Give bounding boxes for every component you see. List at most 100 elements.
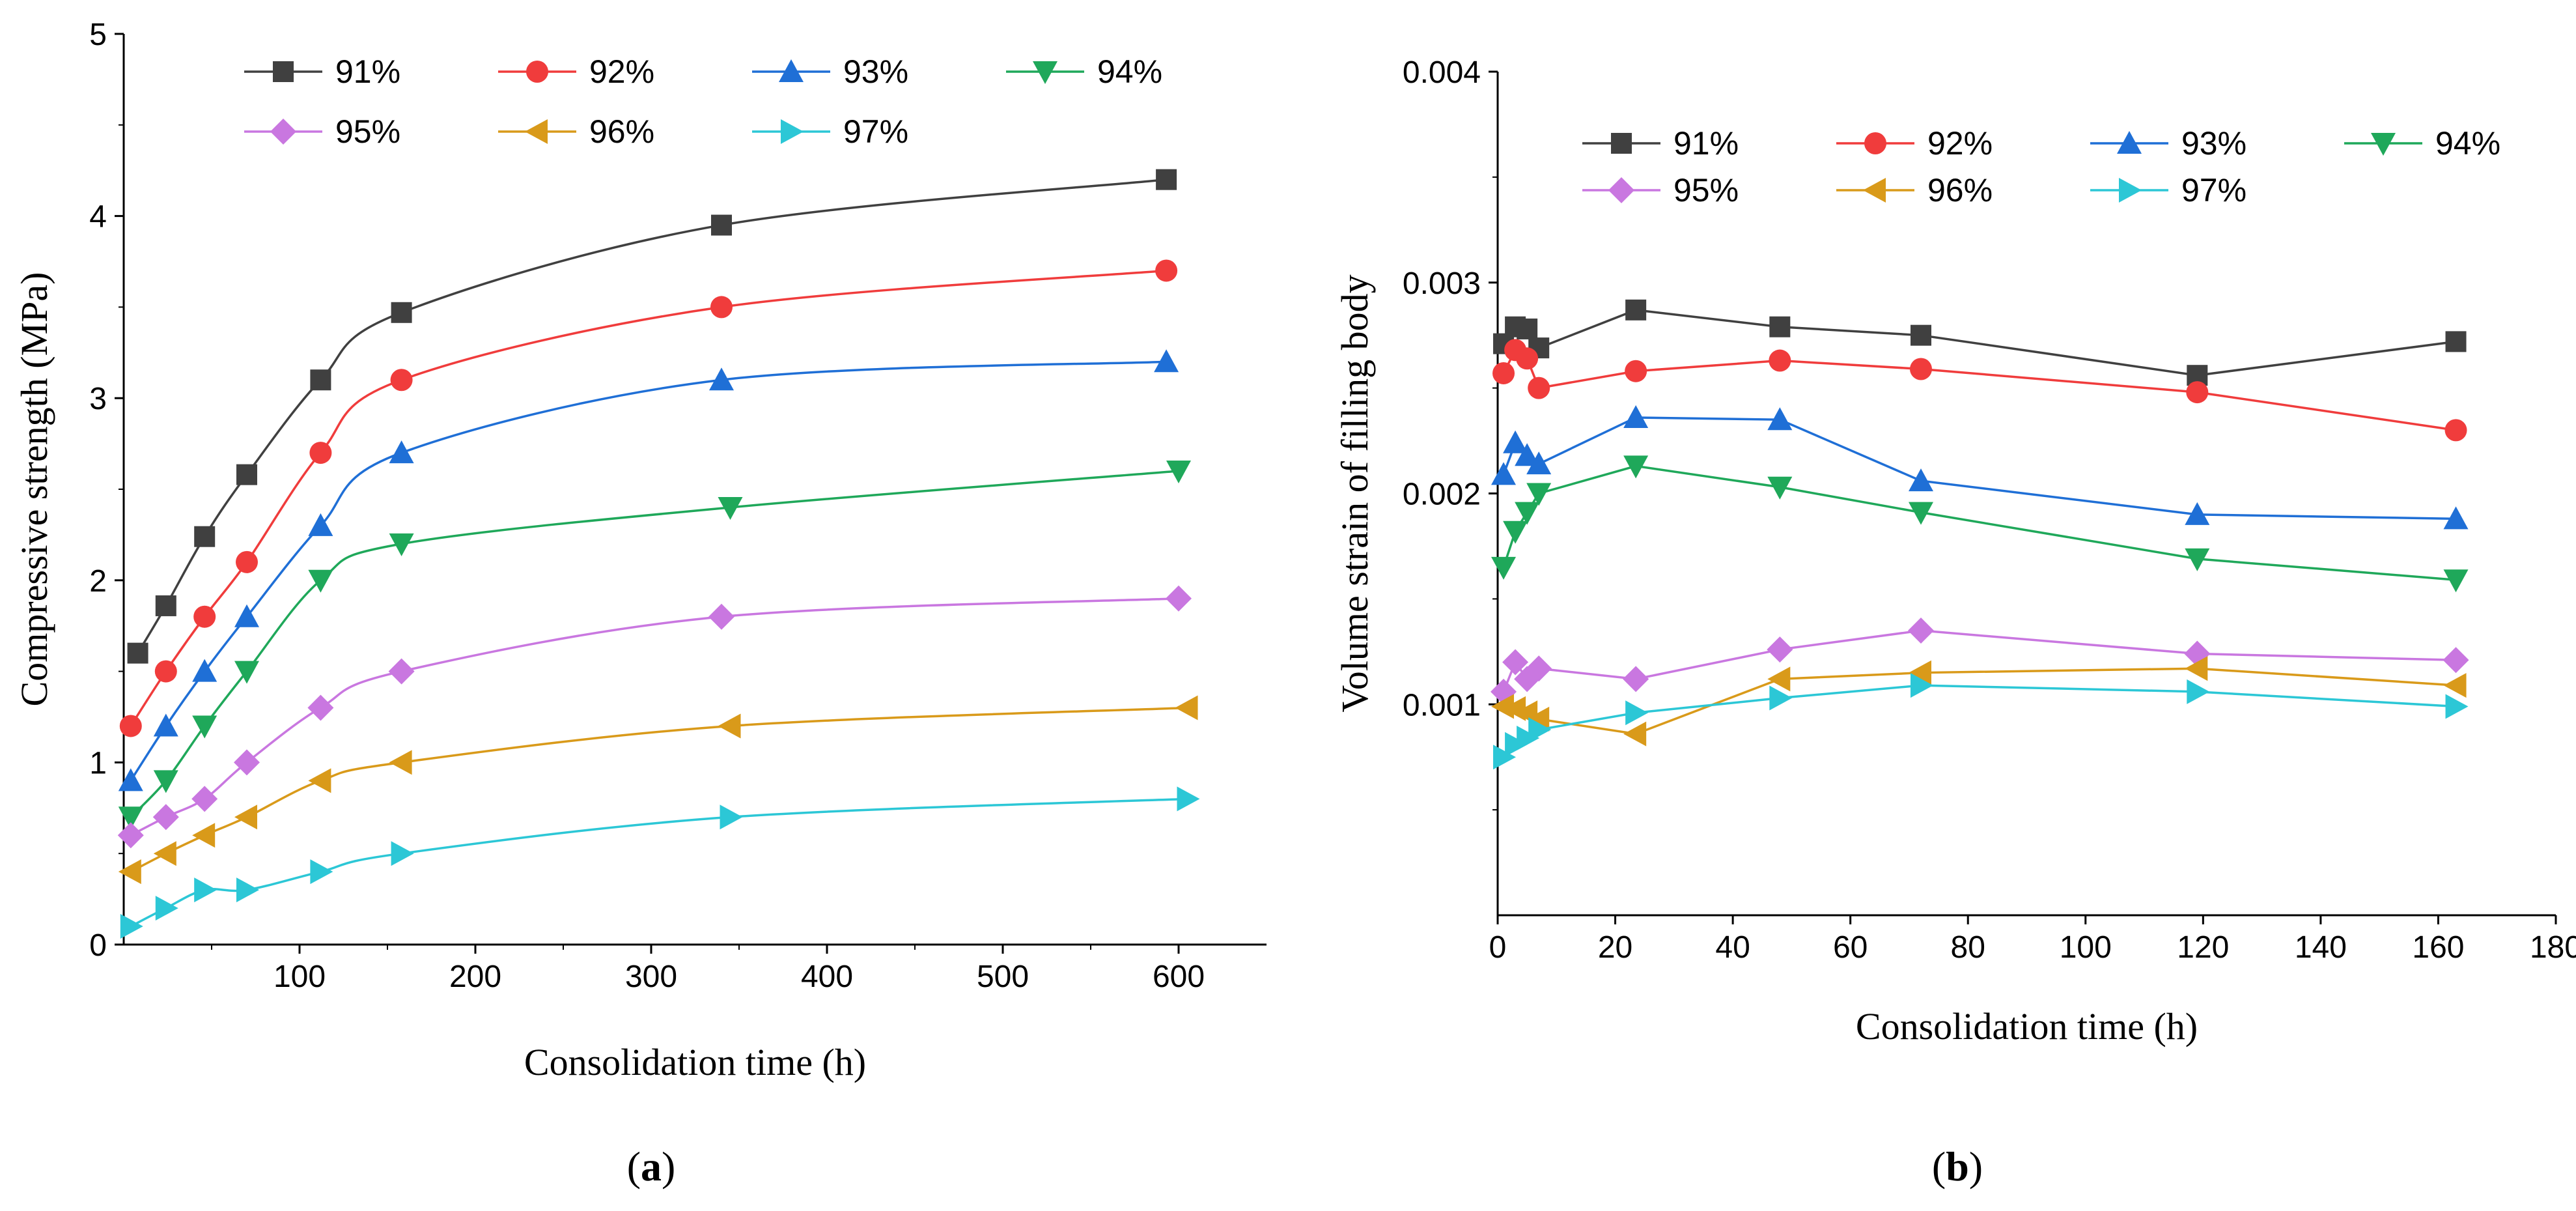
legend-item: 97% [752,113,908,150]
data-point [153,770,178,793]
legend-item: 91% [244,53,400,90]
legend-label: 95% [335,113,400,150]
data-point [194,877,217,903]
data-point [2445,694,2469,719]
data-point [1623,405,1649,428]
data-point [1526,706,1550,732]
data-point [1769,316,1791,337]
x-axis-label: Consolidation time (h) [524,1041,866,1083]
legend-item: 92% [498,53,654,90]
data-point [1623,666,1649,692]
series-92pct [1492,339,2467,442]
y-tick-label: 4 [89,200,107,235]
data-point [117,822,144,849]
data-point [391,841,414,866]
panel-caption-part: ( [1932,1143,1946,1190]
series-93pct [1491,405,2469,530]
legend-item: 93% [2090,125,2247,162]
series-96pct [1491,656,2467,747]
panel-caption: (b) [1932,1143,1983,1190]
data-point [310,369,331,391]
panel-caption-part: ) [662,1143,675,1190]
series-line [1502,684,2456,758]
data-point [1155,259,1178,282]
data-point [1526,655,1552,682]
data-point [391,302,412,323]
data-point [1166,461,1191,484]
data-point [308,513,333,536]
data-point [118,768,143,791]
data-point [2185,656,2208,681]
data-point [153,713,178,737]
series-93pct [118,349,1179,791]
data-point [390,369,413,392]
data-point [1528,717,1552,743]
data-point [153,841,176,866]
data-point [234,661,259,684]
legend-marker [1608,177,1634,203]
data-point [1154,349,1179,373]
legend-marker [525,119,548,144]
x-tick-label: 200 [449,960,501,994]
data-point [711,214,732,236]
x-tick-label: 20 [1598,930,1632,965]
legend-label: 96% [1927,172,1993,208]
x-tick-label: 180 [2530,930,2576,965]
data-point [389,440,414,464]
series-96pct [118,695,1198,885]
data-point [191,786,218,812]
data-point [2445,331,2467,352]
data-point [1503,520,1528,544]
data-point [118,859,141,885]
data-point [1517,318,1538,339]
legend-marker [781,119,804,144]
data-point [718,713,741,739]
series-97pct [1493,673,2469,770]
x-tick-label: 0 [1489,930,1507,965]
legend-item: 97% [2090,172,2247,208]
data-point [2443,673,2467,698]
data-point [710,296,733,319]
data-point [1491,694,1515,719]
data-point [1911,324,1931,346]
x-tick-label: 160 [2412,930,2464,965]
data-point [720,805,743,830]
data-point [1769,685,1793,711]
panel-a: 100 200 300 400 500 600 0 1 2 3 4 5 Compressive stre… [13,18,1267,1190]
data-point [192,715,217,739]
series-line [130,269,1167,727]
data-point [236,464,257,485]
data-point [193,605,216,628]
data-point [236,550,258,573]
data-point [308,768,331,793]
data-point [2187,679,2210,704]
data-point [1502,649,1529,676]
y-tick-label: 5 [89,18,107,52]
data-point [1769,349,1791,372]
data-point [152,804,179,831]
data-point [2185,548,2210,571]
panel-caption-part: a [641,1143,662,1190]
data-point [1503,430,1528,453]
data-point [2443,569,2469,593]
data-point [1492,362,1515,384]
legend-marker [1611,133,1632,154]
data-point [192,659,217,682]
data-point [120,914,143,939]
data-point [1623,721,1647,747]
data-point [118,806,143,830]
legend-marker [1864,132,1886,154]
legend-label: 94% [2435,125,2500,162]
y-axis-label: Volume strain of filling body [1334,274,1376,712]
panel-caption-part: ( [627,1143,641,1190]
data-point [1625,360,1647,382]
series-line [130,360,1167,782]
series-97pct [120,786,1200,939]
data-point [2186,381,2209,404]
data-point [1175,695,1198,720]
panel-caption: (a) [627,1143,676,1190]
x-tick-label: 140 [2295,930,2347,965]
data-point [2444,419,2467,442]
legend-label: 93% [2181,125,2247,162]
